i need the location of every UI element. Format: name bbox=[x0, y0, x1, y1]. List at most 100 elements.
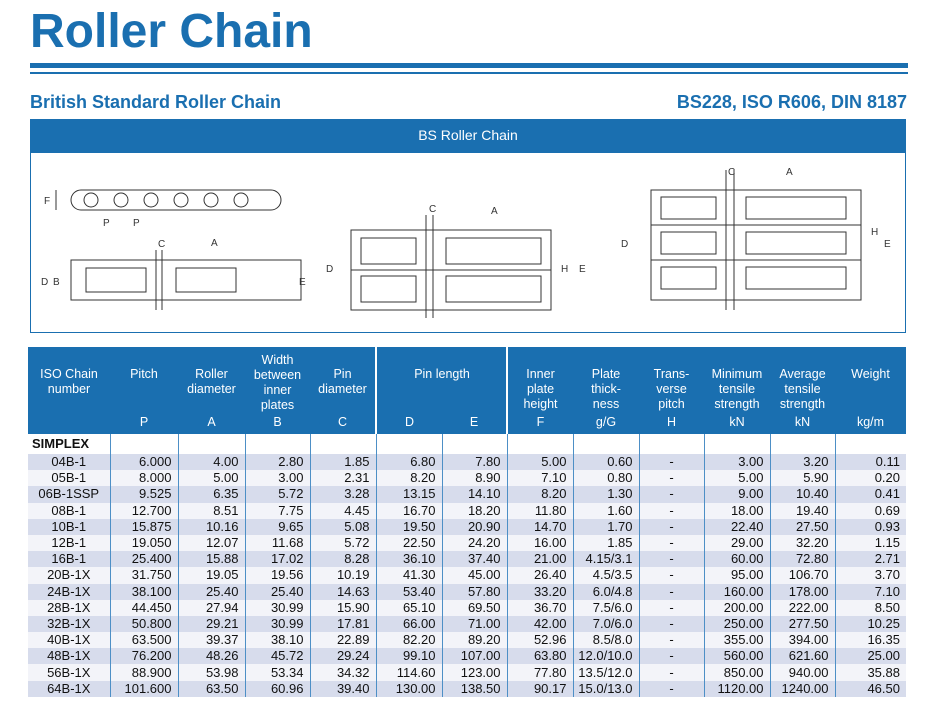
duplex-diagram: C A D H E bbox=[326, 204, 586, 318]
table-row: 16B-1 25.400 15.88 17.02 8.28 36.10 37.40 21.00… bbox=[28, 551, 906, 568]
header-label: Average tensile strength bbox=[779, 367, 826, 411]
cell: - bbox=[638, 583, 704, 600]
cell: 160.00 bbox=[703, 583, 770, 600]
column-header: Inner plate height F bbox=[506, 347, 573, 434]
header-label: Minimum tensile strength bbox=[711, 367, 763, 411]
cell: 7.80 bbox=[441, 454, 507, 471]
cell: 0.41 bbox=[834, 486, 906, 503]
cell: 0.93 bbox=[834, 518, 906, 535]
cell: 5.90 bbox=[769, 470, 835, 487]
cell: 15.0/13.0 bbox=[572, 680, 639, 697]
cell: 15.88 bbox=[177, 551, 245, 568]
cell: 22.40 bbox=[703, 518, 770, 535]
header-label: ISO Chain number bbox=[40, 367, 98, 396]
cell: 0.11 bbox=[834, 454, 906, 471]
cell: 18.00 bbox=[703, 502, 770, 519]
cell: 14.63 bbox=[309, 583, 376, 600]
cell: 8.51 bbox=[177, 502, 245, 519]
cell: 6.0/4.8 bbox=[572, 583, 639, 600]
subtitle: British Standard Roller Chain bbox=[30, 92, 282, 112]
cell: 5.00 bbox=[177, 470, 245, 487]
cell: 19.05 bbox=[177, 567, 245, 584]
cell: 138.50 bbox=[441, 680, 507, 697]
cell: 45.72 bbox=[244, 648, 310, 665]
cell: 14.70 bbox=[506, 518, 573, 535]
header-unit: kN bbox=[729, 415, 745, 429]
chain-number: 08B-1 bbox=[28, 502, 110, 519]
chain-number: 04B-1 bbox=[28, 454, 110, 471]
cell: 89.20 bbox=[441, 632, 507, 649]
cell: 82.20 bbox=[375, 632, 442, 649]
cell: 178.00 bbox=[769, 583, 835, 600]
header-unit: H bbox=[666, 415, 677, 429]
cell: 60.00 bbox=[703, 551, 770, 568]
svg-text:E: E bbox=[884, 239, 891, 250]
cell: 10.16 bbox=[177, 518, 245, 535]
svg-text:A: A bbox=[211, 238, 218, 249]
cell: 71.00 bbox=[441, 615, 507, 633]
cell: 10.40 bbox=[769, 486, 835, 503]
cell: 4.15/3.1 bbox=[572, 551, 639, 568]
header-unit: P bbox=[139, 415, 149, 429]
svg-text:D: D bbox=[41, 277, 48, 288]
header-label: Pin diameter bbox=[318, 367, 367, 396]
header-unit: kN bbox=[794, 415, 811, 429]
cell bbox=[769, 434, 835, 454]
cell: 53.34 bbox=[244, 664, 310, 681]
cell: - bbox=[638, 454, 704, 471]
cell: 9.525 bbox=[109, 486, 178, 503]
cell: 36.70 bbox=[506, 599, 573, 616]
cell: 21.00 bbox=[506, 551, 573, 568]
cell: 24.20 bbox=[441, 534, 507, 552]
cell: 10.25 bbox=[834, 615, 906, 633]
cell: 32.20 bbox=[769, 534, 835, 552]
cell: 1120.00 bbox=[703, 680, 770, 697]
cell: 3.28 bbox=[309, 486, 376, 503]
section-label: SIMPLEX bbox=[28, 434, 110, 454]
cell: 19.56 bbox=[244, 567, 310, 584]
cell: 1.15 bbox=[834, 534, 906, 552]
cell: 6.000 bbox=[109, 454, 178, 471]
column-header: Minimum tensile strength kN bbox=[704, 347, 770, 434]
header-label: Inner plate height bbox=[523, 367, 558, 411]
cell: 12.07 bbox=[177, 534, 245, 552]
cell bbox=[506, 434, 573, 454]
cell: 4.00 bbox=[177, 454, 245, 471]
cell: 38.10 bbox=[244, 632, 310, 649]
chain-spec-table: ISO Chain number Pitch P Roller diameter A Wi… bbox=[28, 347, 906, 697]
header-label: Plate thick- ness bbox=[591, 367, 621, 411]
cell: - bbox=[638, 680, 704, 697]
cell: 25.40 bbox=[244, 583, 310, 600]
cell: 123.00 bbox=[441, 664, 507, 681]
cell: 9.00 bbox=[703, 486, 770, 503]
header-label bbox=[442, 353, 506, 367]
cell: 250.00 bbox=[703, 615, 770, 633]
table-row: 28B-1X 44.450 27.94 30.99 15.90 65.10 69.50 36.… bbox=[28, 599, 906, 616]
header-unit: D bbox=[404, 415, 415, 429]
cell: 57.80 bbox=[441, 583, 507, 600]
cell: 6.35 bbox=[177, 486, 245, 503]
cell: 4.45 bbox=[309, 502, 376, 519]
cell: 621.60 bbox=[769, 648, 835, 665]
cell: 2.31 bbox=[309, 470, 376, 487]
cell: 13.5/12.0 bbox=[572, 664, 639, 681]
section-row: SIMPLEX bbox=[28, 434, 906, 454]
cell: 5.72 bbox=[244, 486, 310, 503]
cell: 72.80 bbox=[769, 551, 835, 568]
column-header: Plate thick- ness g/G bbox=[573, 347, 639, 434]
chain-number: 32B-1X bbox=[28, 615, 110, 633]
cell: 25.400 bbox=[109, 551, 178, 568]
cell: 15.875 bbox=[109, 518, 178, 535]
header-label: Weight bbox=[851, 367, 890, 381]
cell: 3.00 bbox=[244, 470, 310, 487]
column-header: D Pin length bbox=[375, 347, 470, 434]
svg-text:C: C bbox=[158, 239, 165, 250]
column-header: E bbox=[442, 347, 507, 434]
cell: 200.00 bbox=[703, 599, 770, 616]
cell: - bbox=[638, 486, 704, 503]
header-unit: C bbox=[337, 415, 348, 429]
table-row: 40B-1X 63.500 39.37 38.10 22.89 82.20 89.20 52.… bbox=[28, 632, 906, 649]
cell: 355.00 bbox=[703, 632, 770, 649]
cell: 940.00 bbox=[769, 664, 835, 681]
column-header: Trans- verse pitch H bbox=[639, 347, 704, 434]
